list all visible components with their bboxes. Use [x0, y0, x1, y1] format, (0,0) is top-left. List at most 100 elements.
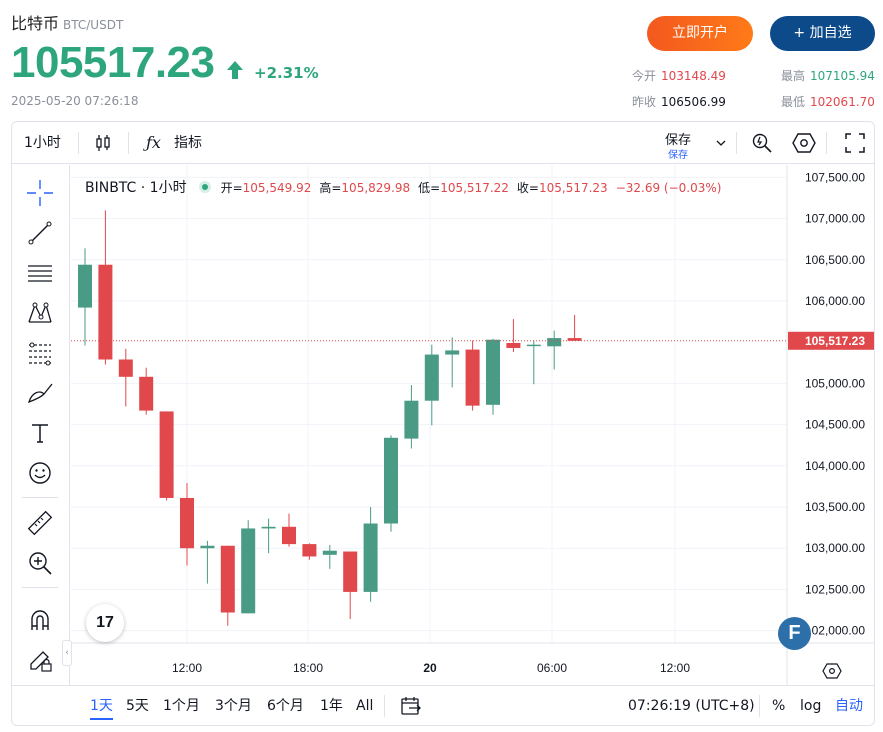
- legend-high-label: 高=: [319, 181, 342, 195]
- last-price-label: 105,517.23: [805, 334, 865, 348]
- toolbar-divider: [736, 132, 737, 154]
- asset-title: 比特币 BTC/USDT: [11, 10, 123, 34]
- range-button[interactable]: 1天: [90, 686, 113, 725]
- legend-open-value: 105,549.92: [242, 181, 312, 195]
- x-axis-label: 06:00: [537, 661, 567, 675]
- auto-scale-toggle[interactable]: 自动: [835, 698, 863, 714]
- time-axis-settings-icon: [822, 663, 842, 679]
- save-button[interactable]: 保存 保存: [658, 129, 698, 161]
- y-axis-label: 107,000.00: [805, 212, 865, 226]
- up-arrow-icon: [227, 61, 243, 79]
- x-axis-label: 12:00: [660, 661, 690, 675]
- x-axis-label: 12:00: [172, 661, 202, 675]
- fib-retracement-icon[interactable]: [25, 338, 55, 368]
- last-price: 105517.23: [11, 38, 215, 87]
- candle-body: [282, 526, 296, 545]
- tool-divider: [22, 497, 58, 498]
- percent-toggle[interactable]: %: [772, 698, 786, 714]
- candle-body: [78, 264, 92, 308]
- fx-icon[interactable]: ƒx: [146, 133, 161, 152]
- quote-datetime: 2025-05-20 07:26:18: [11, 94, 139, 108]
- toolbar-divider: [826, 132, 827, 154]
- magnet-icon[interactable]: [25, 605, 55, 635]
- stat-prev-close: 昨收 106506.99: [632, 93, 726, 110]
- interval-selector[interactable]: 1小时: [24, 135, 61, 151]
- range-button[interactable]: 3个月: [215, 698, 252, 714]
- pattern-icon[interactable]: [25, 298, 55, 328]
- stat-low-label: 最低: [781, 95, 806, 109]
- lock-drawings-icon[interactable]: [25, 645, 55, 675]
- range-button[interactable]: 6个月: [267, 698, 304, 714]
- candle-body: [200, 545, 215, 549]
- candle-body: [526, 344, 541, 347]
- emoji-icon[interactable]: [25, 458, 55, 488]
- text-tool-icon[interactable]: [25, 418, 55, 448]
- candle-body: [445, 350, 460, 355]
- open-account-button[interactable]: 立即开户: [647, 16, 753, 51]
- candle-body: [220, 545, 235, 613]
- legend-open-label: 开=: [220, 181, 243, 195]
- toolbar-divider: [128, 132, 129, 154]
- ruler-icon[interactable]: [25, 508, 55, 538]
- last-price-tag: [788, 331, 874, 350]
- zoom-in-icon[interactable]: [25, 548, 55, 578]
- collapse-toolbar-handle[interactable]: ‹: [62, 640, 72, 666]
- candle-body: [118, 359, 133, 377]
- candle-body: [139, 376, 154, 411]
- asset-pair: BTC/USDT: [63, 18, 124, 32]
- trend-line-icon[interactable]: [25, 218, 55, 248]
- save-label: 保存: [664, 133, 691, 148]
- candle-body: [424, 354, 439, 401]
- stat-low-value: 102061.70: [810, 95, 875, 109]
- tradingview-logo: 17: [86, 604, 124, 642]
- log-toggle[interactable]: log: [800, 698, 822, 714]
- candle-body: [486, 339, 500, 405]
- add-watchlist-button[interactable]: + 加自选: [770, 16, 875, 51]
- indicators-button[interactable]: 指标: [174, 135, 202, 151]
- stat-high-label: 最高: [781, 69, 806, 83]
- range-toolbar: 1天 5天 1个月 3个月 6个月 1年 All 07:26:19 (UTC+8) % lo…: [12, 685, 874, 725]
- legend-close-label: 收=: [516, 181, 539, 195]
- legend-low-label: 低=: [418, 181, 441, 195]
- settings-hexagon-icon[interactable]: [792, 132, 816, 154]
- brush-icon[interactable]: [25, 378, 55, 408]
- range-button[interactable]: All: [356, 698, 374, 714]
- ohlc-legend: BINBTC · 1小时 开=105,549.92 高=105,829.98 低=10…: [85, 177, 729, 197]
- y-axis-label: 105,000.00: [805, 376, 865, 390]
- chevron-down-icon[interactable]: [716, 139, 726, 147]
- drawing-toolbar: [12, 165, 70, 685]
- stat-high-value: 107105.94: [810, 69, 875, 83]
- y-axis-label: 102,500.00: [805, 582, 865, 596]
- y-axis-label: 106,000.00: [805, 294, 865, 308]
- clock-time[interactable]: 07:26:19 (UTC+8): [628, 698, 755, 714]
- fullscreen-icon[interactable]: [845, 133, 865, 153]
- candlestick-chart[interactable]: 107,500.00 107,000.00 106,500.00 106,000.00…: [71, 165, 875, 685]
- asset-name: 比特币: [11, 14, 60, 33]
- crosshair-icon[interactable]: [25, 178, 55, 208]
- y-axis-label: 107,500.00: [805, 170, 865, 184]
- y-axis-label: 103,000.00: [805, 541, 865, 555]
- legend-close-value: 105,517.23: [538, 181, 608, 195]
- x-axis-label: 20: [423, 661, 437, 675]
- candle-body: [241, 528, 256, 614]
- stat-high: 最高 107105.94: [781, 67, 875, 84]
- y-axis-label: 106,500.00: [805, 253, 865, 267]
- quick-search-icon[interactable]: [751, 132, 773, 154]
- candle-body: [322, 550, 337, 555]
- candle-body: [404, 400, 419, 439]
- candle-type-icon[interactable]: [94, 134, 112, 152]
- goto-date-icon[interactable]: [400, 696, 422, 716]
- horizontal-lines-icon[interactable]: [25, 258, 55, 288]
- f-badge-icon[interactable]: F: [778, 617, 811, 650]
- chart-widget: 1小时 ƒx 指标 保存 保存: [11, 121, 875, 726]
- stat-open-value: 103148.49: [661, 69, 726, 83]
- candle-body: [465, 349, 480, 406]
- range-button[interactable]: 1年: [320, 698, 343, 714]
- market-status-dot: [198, 181, 211, 193]
- chart-plot-area[interactable]: 107,500.00 107,000.00 106,500.00 106,000.00…: [71, 165, 875, 685]
- legend-symbol: BINBTC · 1小时: [85, 180, 187, 196]
- range-button[interactable]: 5天: [126, 698, 149, 714]
- candle-body: [506, 343, 521, 348]
- candle-body: [159, 411, 174, 498]
- range-button[interactable]: 1个月: [163, 698, 200, 714]
